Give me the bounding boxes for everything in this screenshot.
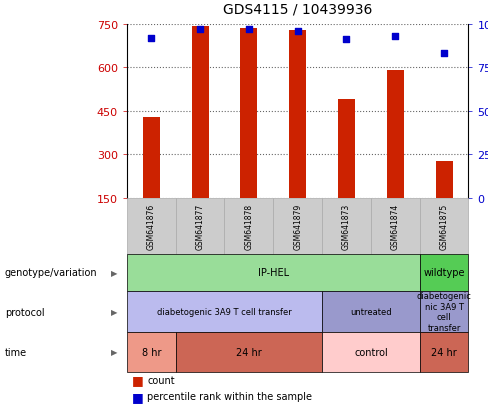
Bar <box>224 198 273 254</box>
Bar <box>127 332 176 372</box>
Text: GSM641874: GSM641874 <box>391 203 400 249</box>
Text: ■: ■ <box>132 373 143 387</box>
Bar <box>386 71 404 198</box>
Point <box>440 51 448 57</box>
Text: ▶: ▶ <box>111 268 118 277</box>
Bar <box>127 198 176 254</box>
Bar <box>273 198 322 254</box>
Bar <box>176 332 322 372</box>
Text: protocol: protocol <box>5 307 44 317</box>
Point <box>343 37 350 44</box>
Point <box>196 27 204 33</box>
Point <box>245 27 253 33</box>
Point <box>391 33 399 40</box>
Bar <box>143 117 160 198</box>
Text: 24 hr: 24 hr <box>236 347 262 357</box>
Text: untreated: untreated <box>350 307 392 316</box>
Bar <box>322 332 420 372</box>
Text: ■: ■ <box>132 390 143 403</box>
Text: ▶: ▶ <box>111 348 118 356</box>
Text: 8 hr: 8 hr <box>142 347 161 357</box>
Text: percentile rank within the sample: percentile rank within the sample <box>147 392 312 401</box>
Bar <box>338 100 355 198</box>
Bar <box>322 291 420 332</box>
Bar <box>127 291 322 332</box>
Bar <box>420 254 468 291</box>
Text: GSM641873: GSM641873 <box>342 203 351 249</box>
Text: genotype/variation: genotype/variation <box>5 268 98 278</box>
Text: diabetogenic
nic 3A9 T
cell
transfer: diabetogenic nic 3A9 T cell transfer <box>417 292 471 332</box>
Text: ▶: ▶ <box>111 307 118 316</box>
Text: GSM641877: GSM641877 <box>196 203 204 249</box>
Bar <box>371 198 420 254</box>
Bar <box>420 291 468 332</box>
Text: GSM641878: GSM641878 <box>244 203 253 249</box>
Point <box>147 36 155 42</box>
Bar <box>420 198 468 254</box>
Text: time: time <box>5 347 27 357</box>
Text: wildtype: wildtype <box>423 268 465 278</box>
Text: GSM641875: GSM641875 <box>440 203 448 249</box>
Text: GSM641879: GSM641879 <box>293 203 302 249</box>
Text: control: control <box>354 347 388 357</box>
Text: count: count <box>147 375 175 385</box>
Bar <box>191 27 209 198</box>
Bar <box>420 332 468 372</box>
Text: GSM641876: GSM641876 <box>147 203 156 249</box>
Text: GDS4115 / 10439936: GDS4115 / 10439936 <box>223 2 372 17</box>
Text: diabetogenic 3A9 T cell transfer: diabetogenic 3A9 T cell transfer <box>157 307 292 316</box>
Text: 24 hr: 24 hr <box>431 347 457 357</box>
Bar <box>289 31 306 198</box>
Text: IP-HEL: IP-HEL <box>258 268 289 278</box>
Bar <box>435 162 453 198</box>
Bar <box>240 29 258 198</box>
Point <box>294 28 302 35</box>
Bar <box>176 198 224 254</box>
Bar <box>322 198 371 254</box>
Bar <box>127 254 420 291</box>
